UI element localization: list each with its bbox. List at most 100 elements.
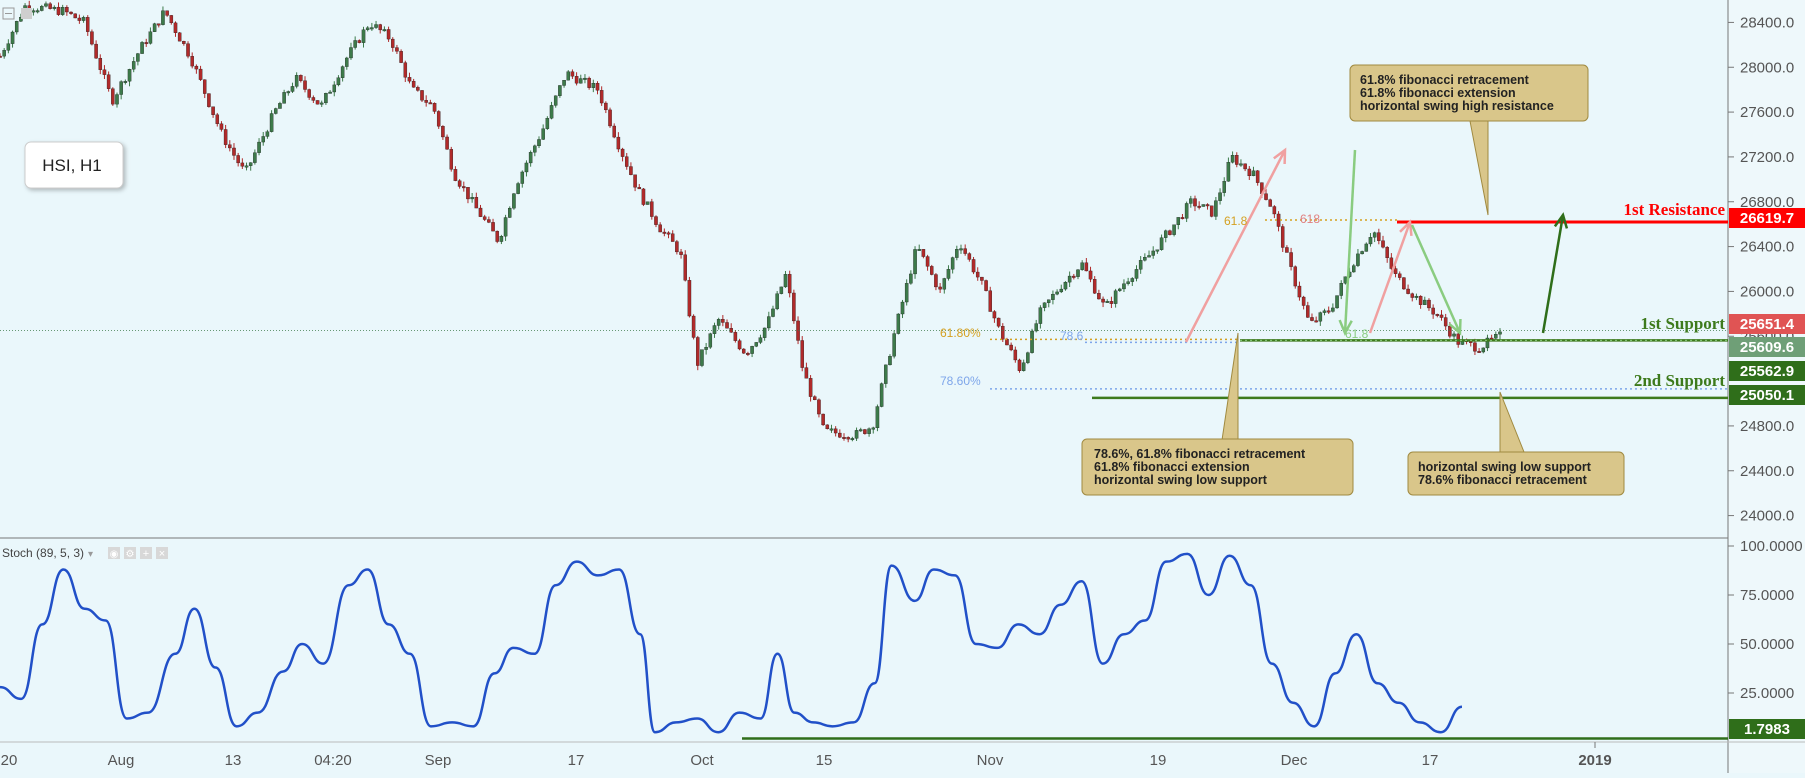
candle-body [737,340,742,350]
candle-body [503,217,508,237]
time-tick-label: 19 [1150,752,1167,769]
candle-body [804,367,809,379]
candle-body [1072,275,1076,278]
candle-body [261,136,265,143]
candle-body [1230,155,1235,163]
candle-body [779,286,784,294]
candle-body [165,10,169,16]
candle-body [1485,337,1490,349]
candle-body [516,183,520,194]
candle-body [1163,230,1168,238]
fib-786-left-label-2: 78.60% [940,374,981,388]
candle-body [1013,349,1018,361]
candle-body [666,232,671,235]
candle-body [562,80,566,86]
candle-body [223,129,228,145]
candle-body [1335,295,1339,309]
candle-body [1189,198,1193,204]
candle-body [1218,192,1222,201]
candle-body [361,29,366,43]
resistance-callout-line-1: 61.8% fibonacci retracement [1360,73,1530,87]
candle-body [1201,204,1206,207]
candle-body [838,432,842,438]
candle-body [365,27,370,30]
candle-body [725,322,729,329]
candle-body [119,81,123,95]
candle-body [391,38,395,48]
candle-body [169,15,174,24]
time-tick-label: 04:20 [314,752,352,769]
candle-body [863,429,867,434]
candle-body [1030,330,1034,353]
candle-body [1247,168,1252,177]
candle-body [487,219,491,223]
candle-body [56,6,61,15]
indicator-dropdown-icon[interactable]: ▾ [88,549,93,560]
candle-body [1143,257,1147,261]
candle-body [286,91,291,94]
candle-body [462,186,466,189]
candle-body [988,290,993,312]
candle-body [157,23,161,26]
candle-body [495,230,499,242]
price-tick-label: 27600.0 [1740,104,1794,121]
candle-body [194,65,199,70]
candle-body [319,102,324,105]
target-arrow [1541,214,1565,334]
candle-body [1130,278,1135,282]
close-icon[interactable] [156,547,168,559]
square-icon[interactable] [21,8,32,19]
candle-body [683,254,687,281]
candle-body [1498,331,1502,335]
candle-body [140,42,144,54]
candle-body [1176,217,1181,225]
candle-body [1410,293,1415,298]
candle-body [1477,351,1481,353]
candle-body [967,253,972,260]
current-price-value: 25651.4 [1740,316,1795,333]
time-tick-label: Sep [425,752,452,769]
eye-icon[interactable] [108,547,120,559]
candle-body [215,114,220,124]
collapse-icon[interactable] [2,7,15,20]
candle-body [1126,281,1130,284]
price-tick-label: 24800.0 [1740,418,1794,435]
candle-body [1180,217,1185,220]
candle-body [758,337,763,343]
gear-icon[interactable] [124,547,136,559]
candle-body [357,40,362,43]
plus-icon[interactable] [140,547,152,559]
candle-body [370,27,374,30]
candle-body [570,71,575,77]
candle-body [328,91,332,94]
candle-body [888,356,892,366]
candle-body [382,29,387,32]
time-tick-label: Oct [690,752,714,769]
candle-body [1301,296,1306,306]
swing-down-arrow [1343,149,1357,334]
candle-body [1239,163,1243,166]
support2-annotation: horizontal swing low support 78.6% fibon… [1407,391,1625,496]
candle-body [959,248,963,251]
candle-body [182,41,186,44]
support1-level-label: 1st Support [1640,314,1725,333]
candle-body [1101,298,1105,303]
candle-body [1381,240,1385,248]
candle-body [236,155,240,164]
candle-body [1423,299,1427,305]
candle-body [148,31,153,44]
candle-body [248,162,253,166]
candle-body [1255,170,1260,183]
candle-body [1414,295,1419,298]
candle-body [904,283,909,303]
candle-body [925,256,930,267]
candle-body [253,152,257,163]
candle-body [77,17,82,21]
candle-body [1097,293,1101,300]
candle-body [85,17,90,32]
stoch-tick-label: 75.0000 [1740,587,1794,604]
candle-body [432,102,437,112]
candle-body [528,152,533,164]
